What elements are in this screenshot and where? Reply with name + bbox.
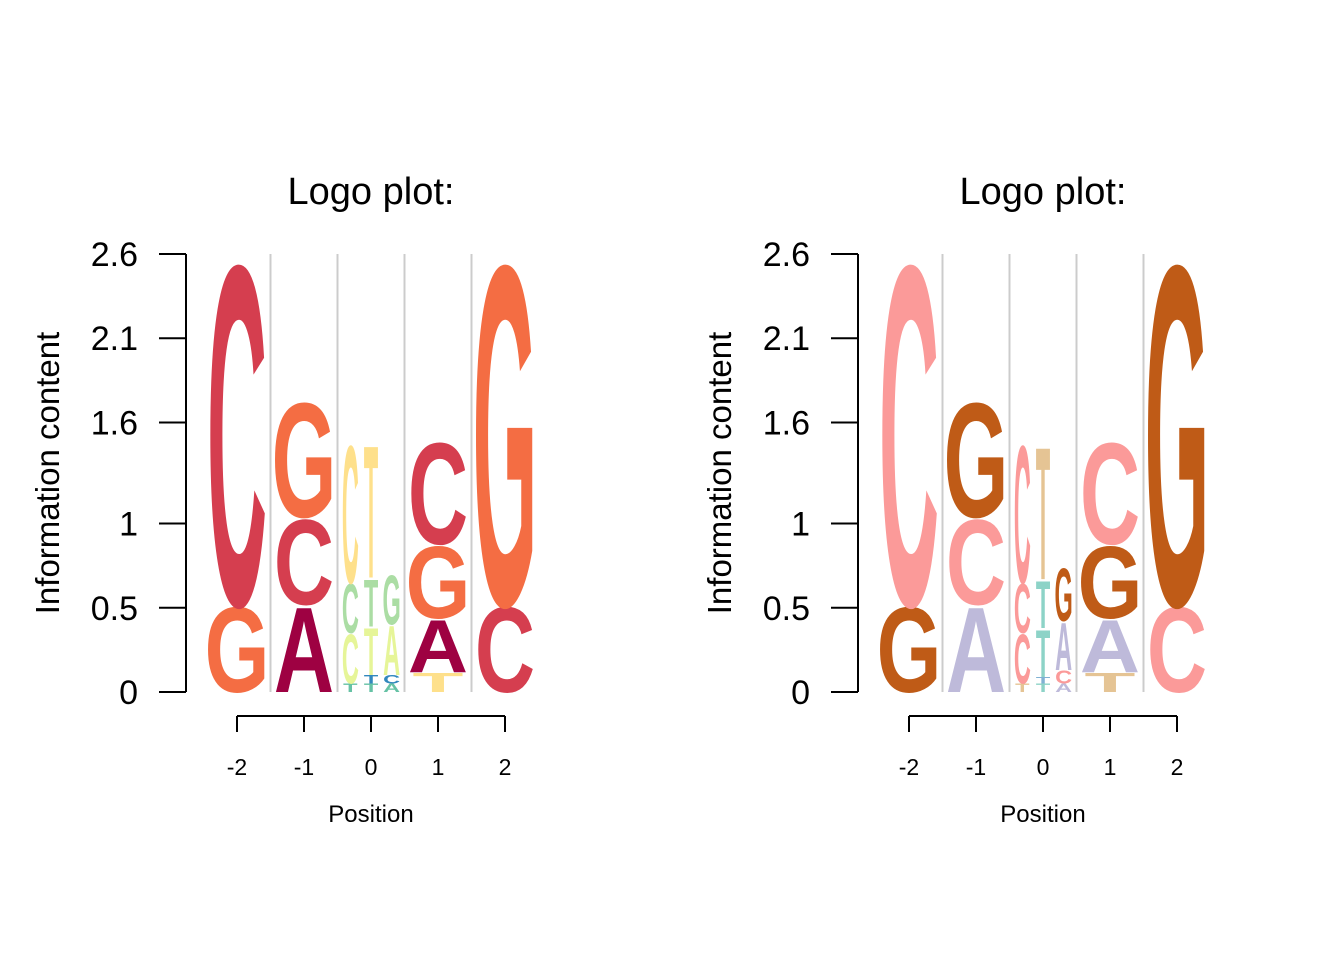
y-tick-label: 2.1 [91,320,138,358]
logo-letter-g: G [877,583,942,718]
x-tick-label: -2 [227,754,247,780]
logo-letter-g: G [473,164,538,708]
logo-letter-c: C [342,404,359,624]
y-tick-label: 1 [119,506,138,544]
logo-letter-c: C [879,164,939,708]
logo-letter-c: C [1080,414,1140,576]
logo-letter-g: G [205,583,270,718]
chart-title: Logo plot: [960,171,1127,213]
logo-plot-right: Logo plot: Information content Position … [672,0,1344,960]
logo-letter-c: C [408,414,468,576]
logo-letter-a: A [383,681,400,694]
x-axis-label: Position [1000,801,1085,828]
chart-title: Logo plot: [288,171,455,213]
logo-letter-c: C [1147,583,1207,718]
logo-letter-c: C [342,571,359,649]
logo-letter-a: A [408,604,468,688]
y-tick-label: 2.6 [91,236,138,274]
logo-letter-t: T [1085,667,1136,698]
logo-letter-t: T [1036,675,1050,685]
logo-letter-t: T [1015,681,1030,694]
logo-letter-a: A [383,613,400,691]
logo-letter-a: A [274,583,334,718]
x-tick-label: -1 [294,754,314,780]
x-tick-label: 0 [1037,754,1050,780]
logo-letter-t: T [1036,567,1050,643]
x-tick-label: -1 [966,754,986,780]
logo-letter-t: T [413,667,464,698]
logo-letter-g: G [1145,164,1210,708]
plot-area: 00.511.62.12.6-2 -1 0 1 2GC ACGTCCCTTTTTACAGT… [763,164,1210,780]
logo-letter-c: C [475,583,535,718]
y-tick-label: 0.5 [91,590,138,628]
x-tick-label: 1 [432,754,445,780]
y-axis-label: Information content [29,332,66,615]
y-tick-label: 0.5 [763,590,810,628]
x-tick-label: 0 [365,754,378,780]
logo-letter-a: A [1080,604,1140,688]
logo-letter-g: G [406,524,471,639]
logo-letter-t: T [1036,408,1050,620]
logo-letter-a: A [1055,609,1072,685]
logo-letter-t: T [364,565,378,641]
plot-area: 00.511.62.12.6-2 -1 0 1 2GC ACGTCCCTTTTTACAGT… [91,164,538,780]
logo-plot-left: Logo plot: Information content Position … [29,164,538,828]
logo-letter-g: G [1055,554,1073,638]
x-axis-label: Position [328,801,413,828]
y-tick-label: 1.6 [91,404,138,442]
x-tick-label: 2 [1171,754,1184,780]
logo-letter-c: C [1014,622,1031,700]
x-tick-label: -2 [899,754,919,780]
y-tick-label: 1 [791,506,810,544]
logo-letter-c: C [342,622,359,700]
logo-letter-c: C [207,164,267,708]
logo-letter-g: G [944,368,1009,552]
logo-letter-a: A [946,583,1006,718]
logo-letter-c: C [274,496,334,631]
logo-letter-g: G [383,563,401,641]
logo-letter-t: T [364,614,378,690]
logo-letter-t: T [1036,615,1050,691]
logo-letter-c: C [383,673,400,686]
logo-letter-g: G [272,368,337,552]
logo-letter-t: T [364,406,378,618]
y-tick-label: 0 [119,674,138,712]
logo-letter-t: T [1036,681,1051,694]
logo-letter-t: T [364,673,379,686]
logo-letter-c: C [1014,404,1031,624]
logo-letter-t: T [364,681,379,694]
x-tick-label: 2 [499,754,512,780]
logo-letter-g: G [1078,524,1143,639]
y-tick-label: 2.1 [763,320,810,358]
y-tick-label: 2.6 [763,236,810,274]
logo-letter-t: T [343,681,358,694]
logo-letter-c: C [1014,571,1031,649]
y-tick-label: 0 [791,674,810,712]
x-tick-label: 1 [1104,754,1117,780]
logo-letter-a: A [1055,681,1072,694]
y-tick-label: 1.6 [763,404,810,442]
chart-svg: Logo plot: Information content Position … [29,164,538,828]
chart-svg: Logo plot: Information content Position … [701,164,1210,828]
y-axis-label: Information content [701,332,738,615]
logo-letter-c: C [1055,667,1072,688]
logo-letter-c: C [946,496,1006,631]
